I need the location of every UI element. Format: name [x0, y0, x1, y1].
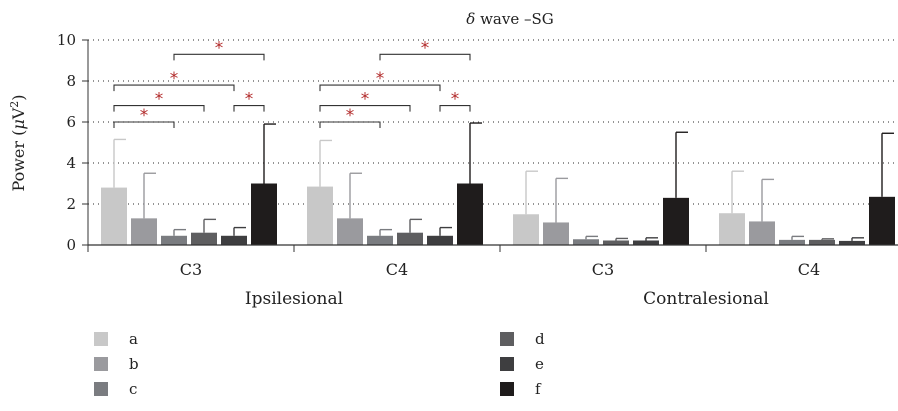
bar-f — [663, 197, 689, 245]
bar-c — [367, 235, 393, 245]
significance-bracket — [113, 121, 175, 128]
legend-swatch-d — [500, 332, 514, 346]
bar-f — [869, 196, 895, 245]
bar-f — [251, 183, 277, 245]
ylabel-sup: 2 — [8, 101, 21, 108]
significance-bracket — [113, 84, 235, 92]
legend-swatch-e — [500, 357, 514, 371]
ylabel-unit: V — [9, 107, 28, 120]
ylabel-main: Power ( — [9, 130, 28, 192]
significance-star: * — [361, 90, 370, 110]
significance-bracket — [113, 105, 205, 112]
title-symbol: δ — [466, 10, 475, 28]
category-label: C3 — [180, 260, 202, 279]
legend-label: b — [129, 355, 139, 373]
significance-bracket — [439, 105, 471, 112]
bar-b — [131, 218, 157, 245]
y-axis-label: Power (μV2) — [8, 94, 28, 191]
group-label: Contralesional — [643, 289, 769, 309]
significance-star: * — [155, 90, 164, 110]
bar-c — [573, 239, 599, 245]
significance-star: * — [346, 106, 355, 126]
bar-a — [719, 213, 745, 245]
legend: abc def — [94, 330, 545, 398]
significance-star: * — [170, 69, 179, 89]
ylabel-mu: μ — [9, 119, 28, 129]
x-axis: C3 C4 C3 C4 Ipsilesional Contralesional — [87, 244, 898, 309]
y-axis: 0 2 4 6 8 10 — [57, 31, 89, 254]
significance-star: * — [451, 90, 460, 110]
legend-swatch-f — [500, 382, 514, 396]
significance-bracket — [319, 84, 441, 92]
significance-bracket — [173, 53, 265, 61]
legend-swatch-a — [94, 332, 108, 346]
bar-b — [337, 218, 363, 245]
bar-d — [603, 240, 629, 245]
significance-bracket — [233, 105, 265, 112]
y-tick-label: 6 — [66, 113, 76, 131]
y-tick-label: 8 — [66, 72, 76, 90]
significance-star: * — [140, 106, 149, 126]
legend-label: f — [535, 380, 542, 398]
ylabel-close: ) — [9, 94, 28, 100]
significance-bracket — [319, 105, 411, 112]
legend-label: e — [535, 355, 544, 373]
group-label: Ipsilesional — [245, 289, 343, 309]
significance-bracket — [319, 121, 381, 128]
bar-d — [397, 232, 423, 245]
chart-title: δ wave –SG — [466, 10, 553, 28]
bar-f — [457, 183, 483, 245]
gridlines — [88, 39, 898, 205]
bar-a — [513, 214, 539, 245]
significance-star: * — [215, 38, 224, 58]
title-text: wave –SG — [475, 10, 553, 28]
bar-e — [427, 235, 453, 245]
bar-c — [161, 235, 187, 245]
bar-b — [749, 221, 775, 245]
category-label: C4 — [798, 260, 820, 279]
bar-a — [101, 187, 127, 245]
bar-e — [839, 240, 865, 245]
significance-star: * — [245, 90, 254, 110]
significance-star: * — [421, 38, 430, 58]
legend-label: c — [129, 380, 137, 398]
significance-bracket — [379, 53, 471, 61]
category-label: C4 — [386, 260, 408, 279]
y-tick-label: 10 — [57, 31, 76, 49]
bar-b — [543, 222, 569, 245]
bar-a — [307, 186, 333, 245]
y-tick-label: 2 — [66, 195, 76, 213]
bar-d — [191, 232, 217, 245]
bar-e — [221, 235, 247, 245]
bars — [101, 122, 895, 245]
legend-label: d — [535, 330, 545, 348]
y-tick-label: 0 — [66, 236, 76, 254]
significance-star: * — [376, 69, 385, 89]
bar-c — [779, 239, 805, 245]
legend-swatch-b — [94, 357, 108, 371]
legend-swatch-c — [94, 382, 108, 396]
category-label: C3 — [592, 260, 614, 279]
bar-e — [633, 240, 659, 245]
significance-brackets: * * * * * * * * * * — [113, 38, 471, 128]
legend-label: a — [129, 330, 138, 348]
bar-d — [809, 239, 835, 245]
y-tick-label: 4 — [66, 154, 76, 172]
